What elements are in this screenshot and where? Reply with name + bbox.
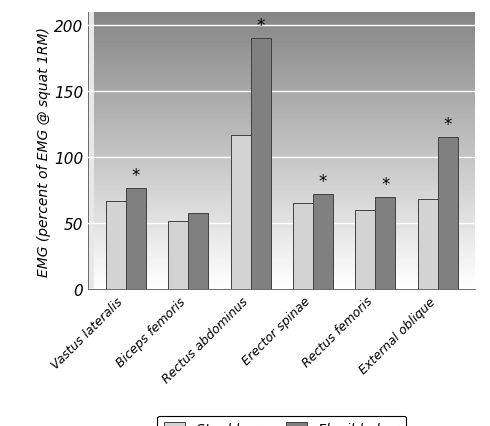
Bar <box>293 204 313 290</box>
Bar <box>125 188 146 290</box>
Bar <box>250 39 270 290</box>
Bar <box>231 135 250 290</box>
Text: *: * <box>131 166 140 184</box>
Bar <box>355 210 375 290</box>
Bar <box>438 138 458 290</box>
Bar <box>313 195 333 290</box>
Legend: Steel bar, Flexible bar: Steel bar, Flexible bar <box>157 415 406 426</box>
Bar <box>188 213 208 290</box>
Bar <box>418 200 438 290</box>
Text: *: * <box>443 116 452 134</box>
Text: *: * <box>256 17 265 35</box>
Text: *: * <box>319 173 327 191</box>
Bar <box>375 197 395 290</box>
Text: *: * <box>381 176 390 193</box>
Bar <box>106 201 125 290</box>
Bar <box>168 221 188 290</box>
Y-axis label: EMG (percent of EMG @ squat 1RM): EMG (percent of EMG @ squat 1RM) <box>37 26 51 276</box>
